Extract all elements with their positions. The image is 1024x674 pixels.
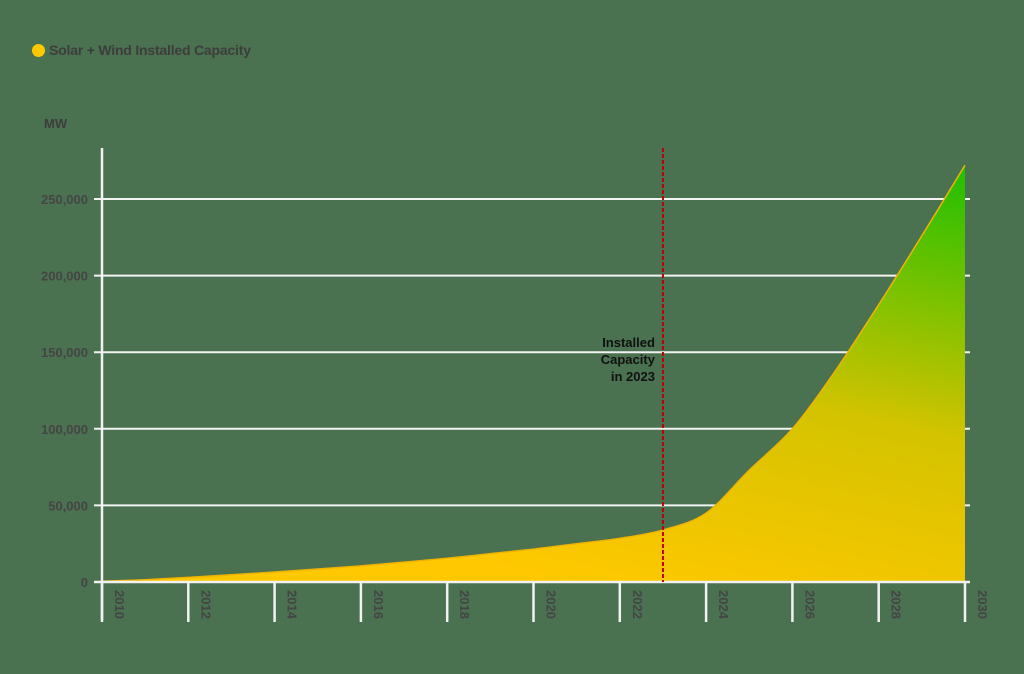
x-tick-label: 2010 (112, 590, 127, 619)
x-tick-label: 2016 (371, 590, 386, 619)
annotation-text: Capacity (601, 352, 656, 367)
x-tick-label: 2020 (544, 590, 559, 619)
y-tick-label: 200,000 (41, 269, 88, 284)
annotation-2023: Installed Capacity in 2023 (601, 148, 664, 582)
y-tick-label: 0 (81, 575, 88, 590)
x-tick-label: 2018 (457, 590, 472, 619)
x-tick-label: 2014 (285, 590, 300, 620)
y-axis-unit: MW (44, 116, 68, 131)
area-series (101, 164, 966, 582)
x-tick-label: 2028 (889, 590, 904, 619)
x-tick-label: 2012 (198, 590, 213, 619)
x-axis-ticks: 2010 2012 2014 2016 2018 2020 2022 2024 2026 2028… (100, 582, 990, 622)
y-axis-ticks: 0 50,000 100,000 150,000 200,000 250,000 (41, 192, 88, 590)
x-tick-label: 2024 (716, 590, 731, 620)
x-tick-label: 2030 (975, 590, 990, 619)
x-tick-label: 2022 (630, 590, 645, 619)
legend-label: Solar + Wind Installed Capacity (49, 42, 251, 58)
area-line (101, 164, 966, 582)
area-fill (102, 165, 965, 582)
y-tick-label: 150,000 (41, 345, 88, 360)
legend: Solar + Wind Installed Capacity (32, 42, 251, 58)
x-tick-label: 2026 (802, 590, 817, 619)
annotation-text: in 2023 (611, 369, 655, 384)
annotation-text: Installed (602, 335, 655, 350)
y-tick-label: 100,000 (41, 422, 88, 437)
legend-swatch-icon (32, 43, 45, 57)
y-tick-label: 50,000 (48, 498, 88, 513)
y-tick-label: 250,000 (41, 192, 88, 207)
axes (94, 148, 970, 620)
